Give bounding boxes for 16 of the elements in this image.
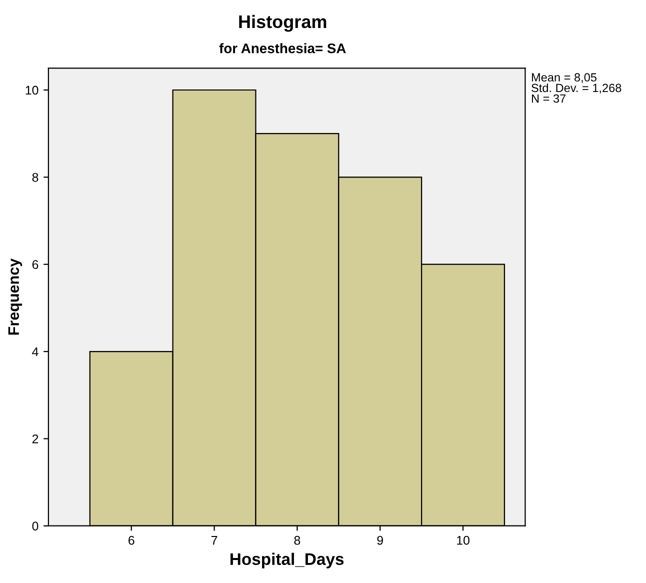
x-axis-title: Hospital_Days	[230, 552, 344, 568]
y-tick-label: 6	[32, 260, 38, 269]
x-tick-label: 6	[128, 536, 134, 545]
x-tick-label: 10	[457, 536, 470, 545]
y-tick-label: 8	[32, 172, 38, 182]
y-tick-label: 10	[26, 86, 38, 95]
y-tick-label: 2	[32, 434, 38, 444]
text: Mean = 8,05 Std. Dev. = 1,268 N = 37	[532, 73, 622, 103]
y-tick-label: 0	[32, 522, 38, 531]
chart-title: Histogram	[239, 14, 326, 32]
x-tick-label: 9	[377, 536, 383, 545]
chart-subtitle: for Anesthesia= SA	[219, 43, 346, 54]
y-tick-label: 4	[32, 347, 38, 356]
y-axis-title: Frequency	[8, 258, 22, 335]
x-tick-label: 7	[211, 536, 218, 545]
x-tick-label: 8	[294, 536, 300, 545]
